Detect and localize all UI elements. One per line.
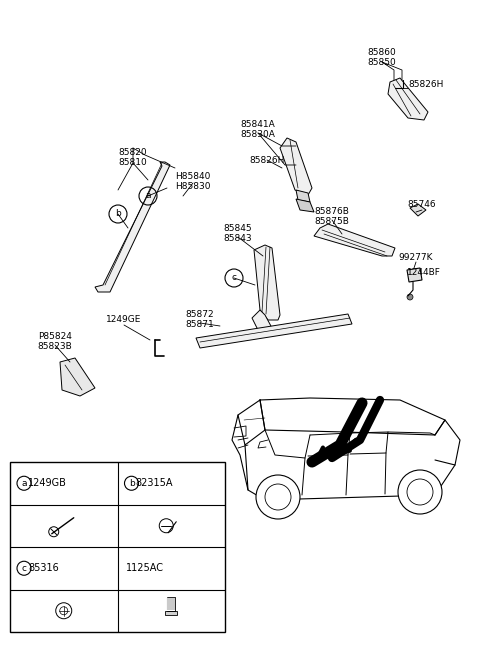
Polygon shape	[314, 224, 395, 256]
Polygon shape	[388, 78, 428, 120]
Text: c: c	[231, 274, 237, 283]
Circle shape	[398, 470, 442, 514]
Bar	[10, 462, 225, 632]
Text: 82315A: 82315A	[135, 478, 173, 488]
Bar	[165, 611, 177, 615]
Text: P85824
85823B: P85824 85823B	[37, 332, 72, 352]
Text: H85840
H85830: H85840 H85830	[175, 172, 211, 192]
Text: a: a	[145, 192, 151, 201]
Circle shape	[407, 294, 413, 300]
Text: 85872
85871: 85872 85871	[186, 310, 215, 329]
Circle shape	[302, 203, 308, 209]
Polygon shape	[254, 245, 280, 320]
Text: 85876B
85875B: 85876B 85875B	[314, 207, 349, 226]
Polygon shape	[280, 138, 312, 195]
Circle shape	[256, 475, 300, 519]
Polygon shape	[296, 199, 314, 212]
Text: 1249GE: 1249GE	[106, 315, 142, 324]
Text: 85841A
85830A: 85841A 85830A	[240, 120, 276, 139]
Text: a: a	[21, 479, 27, 488]
Text: 85820
85810: 85820 85810	[119, 148, 147, 167]
Polygon shape	[296, 190, 310, 202]
Text: 85316: 85316	[28, 564, 59, 573]
Text: b: b	[129, 479, 134, 488]
Text: 85826H: 85826H	[408, 80, 444, 89]
Polygon shape	[410, 204, 426, 216]
Text: 85746: 85746	[408, 200, 436, 209]
Polygon shape	[196, 314, 352, 348]
Polygon shape	[252, 310, 272, 335]
Text: 1125AC: 1125AC	[125, 564, 164, 573]
Text: 85860
85850: 85860 85850	[368, 48, 396, 68]
Text: 85826H: 85826H	[249, 156, 285, 165]
Polygon shape	[60, 358, 95, 396]
Text: 1249GB: 1249GB	[28, 478, 67, 488]
Polygon shape	[95, 162, 170, 292]
Text: b: b	[115, 209, 121, 218]
Polygon shape	[407, 268, 422, 282]
Text: c: c	[22, 564, 26, 573]
Text: 85845
85843: 85845 85843	[224, 224, 252, 243]
Text: 99277K: 99277K	[399, 253, 433, 262]
Text: 1244BF: 1244BF	[407, 268, 441, 277]
